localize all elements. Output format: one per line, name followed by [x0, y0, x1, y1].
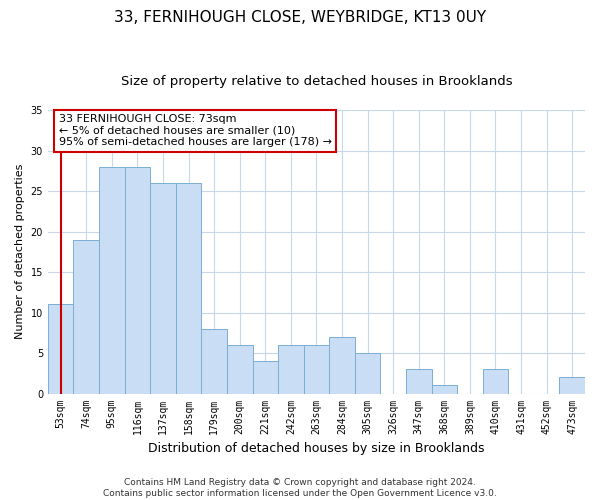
Bar [73, 240, 99, 394]
Bar [304, 345, 329, 394]
Bar [227, 345, 253, 394]
Text: Contains HM Land Registry data © Crown copyright and database right 2024.
Contai: Contains HM Land Registry data © Crown c… [103, 478, 497, 498]
Bar [278, 345, 304, 394]
Bar [176, 183, 202, 394]
Bar [559, 378, 585, 394]
Bar [406, 370, 431, 394]
Text: 33, FERNIHOUGH CLOSE, WEYBRIDGE, KT13 0UY: 33, FERNIHOUGH CLOSE, WEYBRIDGE, KT13 0U… [114, 10, 486, 25]
Bar [125, 166, 150, 394]
Bar [150, 183, 176, 394]
X-axis label: Distribution of detached houses by size in Brooklands: Distribution of detached houses by size … [148, 442, 485, 455]
Bar [202, 328, 227, 394]
Bar [48, 304, 73, 394]
Bar [482, 370, 508, 394]
Bar [99, 166, 125, 394]
Bar [329, 337, 355, 394]
Bar [431, 386, 457, 394]
Text: 33 FERNIHOUGH CLOSE: 73sqm
← 5% of detached houses are smaller (10)
95% of semi-: 33 FERNIHOUGH CLOSE: 73sqm ← 5% of detac… [59, 114, 332, 148]
Bar [355, 353, 380, 394]
Y-axis label: Number of detached properties: Number of detached properties [15, 164, 25, 340]
Bar [253, 361, 278, 394]
Title: Size of property relative to detached houses in Brooklands: Size of property relative to detached ho… [121, 75, 512, 88]
